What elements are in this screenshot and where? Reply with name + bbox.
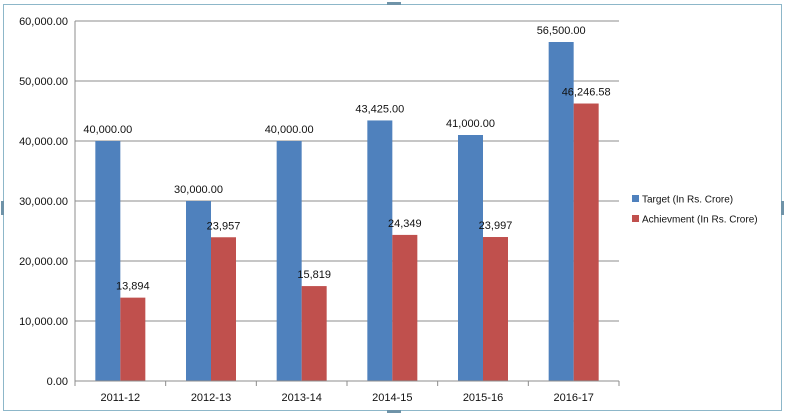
y-tick-label: 60,000.00: [19, 16, 68, 28]
data-label: 30,000.00: [174, 184, 223, 196]
bar: [573, 103, 599, 382]
bar: [95, 141, 121, 381]
data-label: 23,957: [207, 220, 241, 232]
x-tick-label: 2014-15: [372, 392, 412, 404]
resize-handle-left[interactable]: [1, 201, 4, 215]
bar: [458, 135, 483, 381]
x-tick-label: 2015-16: [463, 392, 503, 404]
data-label: 40,000.00: [83, 124, 132, 136]
resize-handle-bottom[interactable]: [387, 410, 401, 413]
x-tick-label: 2011-12: [101, 392, 141, 404]
data-label: 24,349: [388, 218, 422, 230]
y-tick-label: 0.00: [47, 376, 68, 388]
data-label: 43,425.00: [355, 103, 404, 115]
data-label: 56,500.00: [537, 25, 586, 37]
x-tick-label: 2013-14: [281, 392, 321, 404]
bar: [301, 286, 327, 381]
data-label: 23,997: [479, 220, 513, 232]
y-tick-label: 40,000.00: [19, 136, 68, 148]
bar: [483, 237, 508, 381]
data-label: 13,894: [116, 281, 150, 293]
legend-swatch: [632, 195, 639, 202]
bar: [367, 120, 393, 381]
resize-handle-top[interactable]: [387, 2, 401, 5]
legend-swatch: [632, 215, 639, 222]
bar: [211, 237, 236, 381]
y-tick-label: 10,000.00: [19, 316, 68, 328]
data-label: 15,819: [297, 269, 331, 281]
x-tick-label: 2012-13: [191, 392, 231, 404]
bar: [548, 42, 574, 381]
x-tick-label: 2016-17: [553, 392, 593, 404]
data-label: 41,000.00: [446, 118, 495, 130]
bar: [392, 234, 418, 381]
legend-label: Achievment (In Rs. Crore): [642, 215, 758, 226]
y-tick-label: 50,000.00: [19, 76, 68, 88]
y-tick-label: 20,000.00: [19, 256, 68, 268]
resize-handle-right[interactable]: [781, 201, 784, 215]
legend-label: Target (In Rs. Crore): [642, 195, 733, 206]
y-tick-label: 30,000.00: [19, 196, 68, 208]
data-label: 40,000.00: [265, 124, 314, 136]
data-label: 46,246.58: [562, 87, 611, 99]
bar: [276, 141, 302, 381]
bar: [186, 201, 211, 381]
bar: [120, 297, 146, 381]
